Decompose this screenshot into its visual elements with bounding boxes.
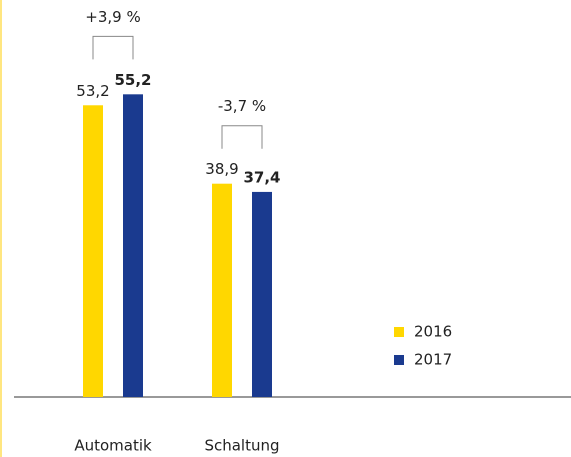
legend-label: 2017 xyxy=(414,351,452,369)
bracket xyxy=(92,35,134,60)
bracket xyxy=(221,125,263,149)
value-label: 53,2 xyxy=(76,82,109,100)
x-tick-label: Automatik xyxy=(74,437,152,455)
value-label: 38,9 xyxy=(205,160,238,178)
legend-swatch xyxy=(394,355,404,365)
bar xyxy=(252,191,272,397)
legend-label: 2016 xyxy=(414,323,452,341)
edge-strip xyxy=(0,0,2,457)
bar xyxy=(83,105,103,397)
x-tick-label: Schaltung xyxy=(204,437,279,455)
value-label: 37,4 xyxy=(243,168,280,186)
bar xyxy=(123,94,143,398)
legend-swatch xyxy=(394,327,404,337)
bar xyxy=(212,183,232,397)
value-label: 55,2 xyxy=(114,71,151,89)
annotation: +3,9 % xyxy=(85,8,140,26)
annotation: -3,7 % xyxy=(218,97,266,115)
